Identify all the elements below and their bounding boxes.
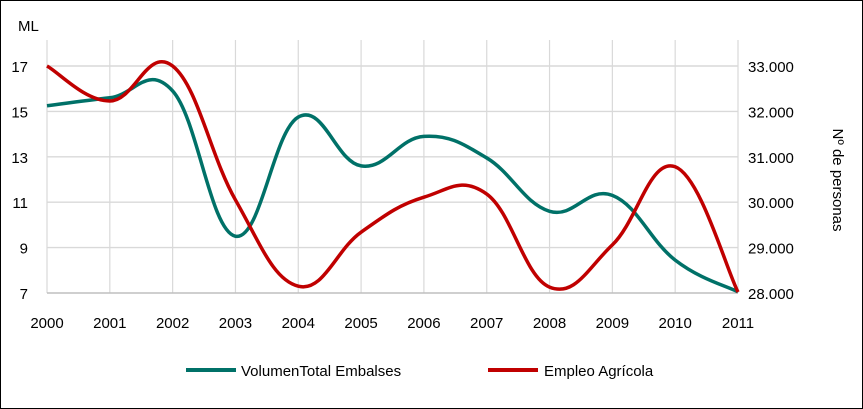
y2-tick-label: 33.000: [748, 59, 794, 76]
y-tick-label: 9: [20, 241, 28, 258]
y2-axis-label: Nº de personas: [829, 128, 846, 231]
legend: VolumenTotal Embalses Empleo Agrícola: [186, 363, 654, 380]
x-tick-label: 2003: [219, 315, 252, 332]
y2-tick-label: 29.000: [748, 241, 794, 258]
y-tick-label: 7: [20, 286, 28, 303]
y-axis-label: ML: [18, 18, 39, 35]
x-tick-label: 2005: [344, 315, 377, 332]
x-tick-label: 2011: [722, 315, 754, 332]
x-tick-label: 2009: [596, 315, 629, 332]
series-line-volumen: [46, 77, 739, 294]
y-tick-label: 17: [11, 59, 28, 76]
x-tick-label: 2001: [93, 315, 126, 332]
series-line-empleo: [46, 60, 740, 293]
y2-tick-label: 28.000: [748, 286, 794, 303]
x-tick-label: 2002: [156, 315, 189, 332]
legend-label-volumen: VolumenTotal Embalses: [241, 363, 401, 380]
legend-label-empleo: Empleo Agrícola: [544, 363, 654, 380]
series-lines: [46, 60, 740, 294]
x-tick-label: 2010: [658, 315, 691, 332]
x-tick-label: 2006: [407, 315, 440, 332]
gridlines: [46, 40, 739, 294]
x-tick-label: 2007: [470, 315, 503, 332]
tick-labels: 2000 2001 2002 2003 2004 2005 2006 2007 2008 2009…: [11, 59, 794, 332]
y-tick-label: 15: [11, 104, 28, 121]
x-tick-label: 2004: [282, 315, 315, 332]
y-tick-label: 11: [12, 195, 28, 212]
y2-tick-label: 30.000: [748, 195, 794, 212]
y2-tick-label: 32.000: [748, 104, 794, 121]
y2-tick-label: 31.000: [748, 150, 794, 167]
x-tick-label: 2000: [30, 315, 63, 332]
x-tick-label: 2008: [533, 315, 566, 332]
y-tick-label: 13: [11, 150, 28, 167]
